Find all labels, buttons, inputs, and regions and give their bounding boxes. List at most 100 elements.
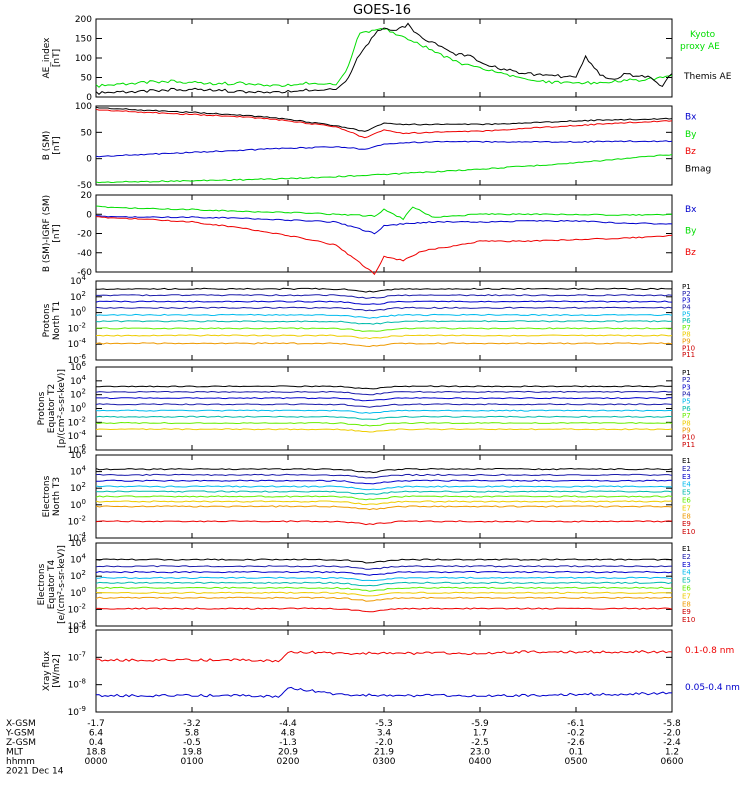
ae-ytick-label: 200: [75, 15, 92, 25]
electrons_t4-channel-e8: [95, 596, 673, 602]
ephemeris-y-gsm-value: -2.0: [663, 729, 681, 739]
ae-series-kyoto-proxy-ae: [95, 27, 673, 88]
ephemeris-z-gsm-value: -2.6: [567, 738, 585, 748]
ephemeris-row-label: Z-GSM: [6, 738, 36, 748]
xray-ytick-exponent: -6: [79, 623, 87, 631]
bsm-series-bmag: [95, 106, 673, 132]
ephemeris-y-gsm-value: 4.8: [281, 729, 296, 739]
xray-ytick-exponent: -7: [79, 650, 86, 658]
electrons_t4-ylabel: Electrons: [37, 563, 47, 605]
protons_t1-ytick-exponent: -4: [79, 337, 87, 345]
xray-ytick-label: 10-8: [68, 678, 86, 691]
bsm-legend-item: Bx: [685, 113, 697, 123]
bigrf-ylabel: B (SM)-IGRF (SM): [42, 195, 52, 272]
electrons_t4-channel-e9: [96, 607, 673, 613]
electrons_t3-legend-item: E2: [682, 465, 691, 473]
ephemeris-mlt-value: 23.0: [470, 748, 490, 758]
ae-ytick-label: 150: [75, 35, 92, 45]
bigrf-series-by: [95, 205, 673, 221]
electrons_t3-ytick-label: 100: [70, 498, 86, 511]
protons_t2-legend-item: P5: [682, 398, 691, 406]
electrons_t4-legend-item: E7: [682, 592, 691, 600]
xray-series-0-05-0-4-nm: [95, 686, 673, 698]
ephemeris-z-gsm-value: -2.4: [663, 738, 681, 748]
ephemeris-row-label: X-GSM: [6, 719, 36, 729]
electrons_t4-channel-e7: [95, 591, 673, 597]
protons_t2-ytick-exponent: -2: [79, 415, 86, 423]
xray-legend-item: 0.1-0.8 nm: [685, 646, 734, 656]
protons_t2-legend-item: P7: [682, 412, 691, 420]
protons_t2-legend-item: P4: [682, 391, 691, 399]
xray-ylabel: [W/m2]: [52, 654, 62, 687]
electrons_t3-legend-item: E7: [682, 504, 691, 512]
electrons_t4-ytick-label: 100: [70, 586, 86, 599]
bigrf-frame: [95, 194, 673, 273]
protons_t2-legend-item: P6: [682, 405, 691, 413]
ephemeris-mlt-value: 20.9: [278, 748, 298, 758]
protons_t2-channel-p1: [96, 385, 673, 390]
protons_t1-ytick-exponent: 0: [82, 306, 86, 314]
ephemeris-x-gsm-value: -5.3: [375, 719, 393, 729]
protons_t1-legend-item: P7: [682, 324, 691, 332]
electrons_t3-ytick-label: 104: [70, 465, 86, 478]
ephemeris-y-gsm-value: 3.4: [377, 729, 392, 739]
xray-frame: [95, 629, 673, 713]
electrons_t4-ytick-exponent: -2: [79, 602, 86, 610]
electrons_t4-legend-item: E1: [682, 545, 691, 553]
protons_t2-channel-p3: [96, 397, 673, 402]
protons_t1-ytick-label: 102: [70, 290, 86, 303]
bsm-legend-item: Bmag: [685, 164, 711, 174]
electrons_t3-channel-e9: [95, 520, 673, 526]
protons_t1-legend-item: P10: [682, 344, 695, 352]
ephemeris-row-label: MLT: [6, 748, 24, 758]
ae-ylabel: AE_index: [42, 37, 52, 79]
protons_t2-ytick-label: 10-2: [68, 415, 86, 428]
protons_t2-ytick-label: 10-4: [68, 429, 87, 442]
ae-ytick-label: 0: [86, 93, 92, 103]
bsm-series-bz: [95, 108, 673, 139]
protons_t2-ytick-label: 104: [70, 374, 86, 387]
electrons_t4-channel-e4: [95, 576, 673, 582]
bigrf-ytick-label: 0: [86, 210, 92, 220]
ephemeris-z-gsm-value: -0.5: [183, 738, 201, 748]
protons_t2-ytick-label: 100: [70, 402, 86, 415]
electrons_t3-channel-e5: [95, 490, 673, 495]
electrons_t3-ytick-exponent: 2: [82, 481, 86, 489]
ephemeris-y-gsm-value: 1.7: [473, 729, 487, 739]
bsm-series-by: [95, 154, 673, 184]
bsm-ytick-label: 0: [86, 155, 92, 165]
ae-legend-item: Themis AE: [683, 72, 732, 82]
protons_t2-ytick-exponent: 2: [82, 388, 86, 396]
ephemeris-mlt-value: 19.8: [182, 748, 202, 758]
protons_t1-legend-item: P11: [682, 351, 695, 359]
electrons_t3-legend-item: E1: [682, 457, 691, 465]
ae-series-themis-ae: [95, 22, 673, 95]
xray-legend-item: 0.05-0.4 nm: [685, 683, 740, 693]
protons_t2-legend-item: P1: [682, 369, 691, 377]
xray-ytick-label: 10-9: [68, 705, 86, 718]
protons_t1-channel-p6: [95, 320, 673, 325]
protons_t1-channel-p2: [96, 294, 673, 299]
ephemeris-hhmm-value: 0100: [181, 757, 204, 767]
electrons_t4-frame: [95, 542, 673, 627]
ephemeris-z-gsm-value: 0.4: [89, 738, 104, 748]
bsm-ylabel: B (SM): [42, 131, 52, 161]
electrons_t3-ytick-exponent: -4: [79, 531, 87, 539]
ephemeris-mlt-value: 21.9: [374, 748, 394, 758]
ephemeris-hhmm-value: 0500: [565, 757, 588, 767]
electrons_t3-ytick-exponent: -2: [79, 514, 86, 522]
electrons_t4-legend-item: E6: [682, 585, 691, 593]
protons_t1-ylabel: North T1: [52, 301, 62, 340]
electrons_t3-ytick-exponent: 6: [82, 448, 87, 456]
bsm-ylabel: [nT]: [52, 136, 62, 154]
electrons_t4-legend-item: E8: [682, 600, 691, 608]
ephemeris-z-gsm-value: -1.3: [279, 738, 297, 748]
ephemeris-x-gsm-value: -5.9: [471, 719, 489, 729]
bigrf-ytick-label: -20: [77, 230, 92, 240]
protons_t1-legend-item: P1: [682, 283, 691, 291]
xray-ytick-label: 10-7: [68, 650, 86, 663]
protons_t2-ylabel: [p/(cm²-s-sr-keV)]: [57, 369, 67, 448]
ephemeris-hhmm-value: 0400: [469, 757, 492, 767]
protons_t2-channel-p4: [95, 403, 673, 408]
electrons_t3-legend-item: E5: [682, 489, 691, 497]
